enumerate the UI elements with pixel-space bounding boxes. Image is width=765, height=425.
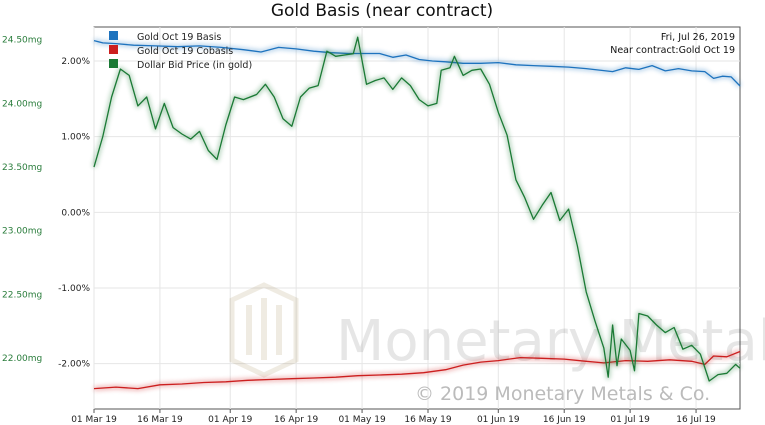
- plot-area: [93, 26, 741, 410]
- legend: Gold Oct 19 Basis Gold Oct 19 Cobasis Do…: [109, 31, 252, 71]
- y-left-tick-label: 23.50mg: [2, 163, 42, 173]
- x-tick-label: 01 Jul 19: [610, 415, 650, 425]
- x-axis: 01 Mar 19 16 Mar 19 01 Apr 19 16 Apr 19 01 M…: [71, 409, 716, 425]
- y-left-tick-label: 22.50mg: [2, 290, 42, 300]
- x-tick-label: 01 May 19: [338, 415, 386, 425]
- y-mid-tick-label: -1.00%: [58, 284, 90, 294]
- x-tick-label: 01 Apr 19: [208, 415, 252, 425]
- x-tick-label: 01 Mar 19: [71, 415, 117, 425]
- legend-swatch-price: [109, 59, 118, 68]
- x-tick-label: 16 Mar 19: [137, 415, 183, 425]
- series-layer: [91, 34, 742, 392]
- x-tick-label: 16 Jul 19: [676, 415, 716, 425]
- y-mid-tick-label: 2.00%: [61, 57, 90, 67]
- legend-label-basis: Gold Oct 19 Basis: [137, 32, 221, 43]
- y-mid-tick-label: 0.00%: [61, 208, 90, 218]
- y-mid-tick-label: 1.00%: [61, 133, 90, 143]
- info-date: Fri, Jul 26, 2019: [661, 32, 735, 43]
- x-tick-label: 16 Jun 19: [543, 415, 586, 425]
- watermark-logo-icon: [229, 282, 299, 378]
- legend-label-price: Dollar Bid Price (in gold): [137, 60, 252, 71]
- y-axis-mid: 2.00% 1.00% 0.00% -1.00% -2.00%: [58, 57, 90, 370]
- info-box: Fri, Jul 26, 2019 Near contract:Gold Oct…: [610, 32, 735, 56]
- series-line: [93, 39, 741, 87]
- y-left-tick-label: 23.00mg: [2, 227, 42, 237]
- x-tick-label: 01 Jun 19: [477, 415, 520, 425]
- legend-swatch-basis: [109, 31, 118, 40]
- y-axis-left: 24.50mg 24.00mg 23.50mg 23.00mg 22.50mg 22.00…: [2, 36, 42, 364]
- y-left-tick-label: 24.50mg: [2, 36, 42, 46]
- watermark-copyright: © 2019 Monetary Metals & Co.: [415, 383, 710, 405]
- info-contract: Near contract:Gold Oct 19: [610, 45, 735, 56]
- y-left-tick-label: 24.00mg: [2, 99, 42, 109]
- x-tick-label: 16 May 19: [404, 415, 452, 425]
- series-line: [93, 36, 741, 382]
- x-tick-label: 16 Apr 19: [274, 415, 318, 425]
- y-mid-tick-label: -2.00%: [58, 360, 90, 370]
- legend-label-cobasis: Gold Oct 19 Cobasis: [137, 46, 233, 57]
- y-left-tick-label: 22.00mg: [2, 354, 42, 364]
- legend-swatch-cobasis: [109, 45, 118, 54]
- series-line: [93, 350, 741, 390]
- chart-title: Gold Basis (near contract): [271, 1, 493, 21]
